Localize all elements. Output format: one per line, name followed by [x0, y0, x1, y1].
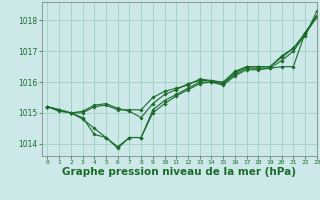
X-axis label: Graphe pression niveau de la mer (hPa): Graphe pression niveau de la mer (hPa) — [62, 167, 296, 177]
